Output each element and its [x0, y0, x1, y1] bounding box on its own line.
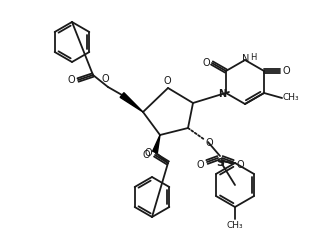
Text: O: O — [196, 160, 204, 170]
Text: O: O — [144, 148, 152, 158]
Text: CH₃: CH₃ — [283, 93, 300, 102]
Text: N: N — [242, 54, 250, 64]
Text: CH₃: CH₃ — [227, 222, 243, 231]
Text: O: O — [67, 75, 75, 85]
Polygon shape — [153, 135, 160, 153]
Text: O: O — [205, 138, 213, 148]
Text: O: O — [236, 160, 244, 170]
Text: O: O — [163, 76, 171, 86]
Text: O: O — [282, 66, 290, 76]
Text: O: O — [202, 58, 210, 68]
Text: O: O — [101, 74, 109, 84]
Text: N: N — [218, 89, 226, 99]
Polygon shape — [120, 93, 143, 112]
Text: H: H — [250, 52, 256, 62]
Text: O: O — [142, 150, 150, 160]
Text: S: S — [216, 158, 224, 168]
